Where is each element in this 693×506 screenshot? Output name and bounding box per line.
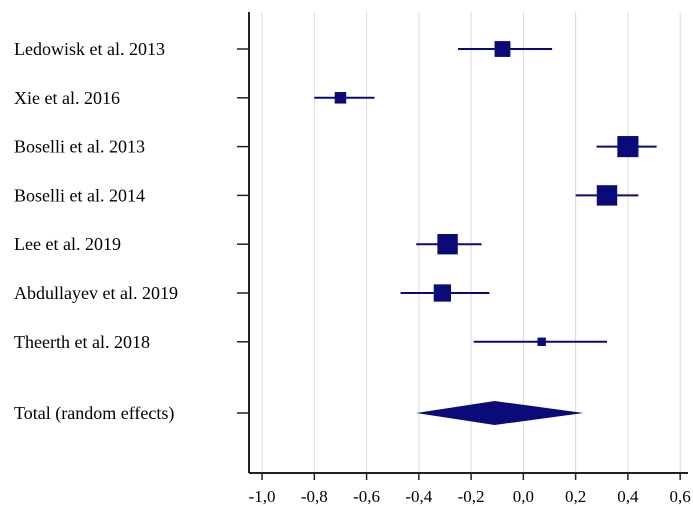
effect-marker <box>537 337 546 346</box>
study-label: Boselli et al. 2014 <box>14 185 145 205</box>
study-label: Boselli et al. 2013 <box>14 137 145 157</box>
grid-lines <box>261 12 681 473</box>
effect-marker <box>334 92 347 104</box>
axes: -1,0 -0,8 -0,6 -0,4 -0,2 0,0 0,2 0,4 0,6 <box>237 12 691 506</box>
study-label: Xie et al. 2016 <box>14 88 120 108</box>
effect-marker <box>433 284 452 302</box>
pooled-label: Total (random effects) <box>14 403 174 424</box>
effect-marker <box>596 185 618 206</box>
effect-marker <box>617 136 639 158</box>
effect-marker <box>494 41 511 57</box>
pooled-row: Total (random effects) <box>14 401 584 425</box>
study-label: Abdullayev et al. 2019 <box>14 283 178 303</box>
study-rows: Ledowisk et al. 2013 Xie et al. 2016 Bosel… <box>14 39 657 352</box>
study-label: Lee et al. 2019 <box>14 234 121 254</box>
x-tick-label: 0,2 <box>565 487 586 506</box>
study-label: Ledowisk et al. 2013 <box>14 39 165 59</box>
x-tick-label: -1,0 <box>249 487 276 506</box>
x-tick-label: -0,8 <box>301 487 328 506</box>
x-tick-label: 0,0 <box>513 487 534 506</box>
x-tick-label: -0,2 <box>458 487 485 506</box>
x-tick-label: -0,4 <box>405 487 432 506</box>
x-tick-label: -0,6 <box>353 487 380 506</box>
x-tick-label: 0,6 <box>670 487 691 506</box>
effect-marker <box>437 234 458 255</box>
pooled-diamond <box>416 401 584 425</box>
study-label: Theerth et al. 2018 <box>14 332 150 352</box>
x-tick-label: 0,4 <box>617 487 639 506</box>
